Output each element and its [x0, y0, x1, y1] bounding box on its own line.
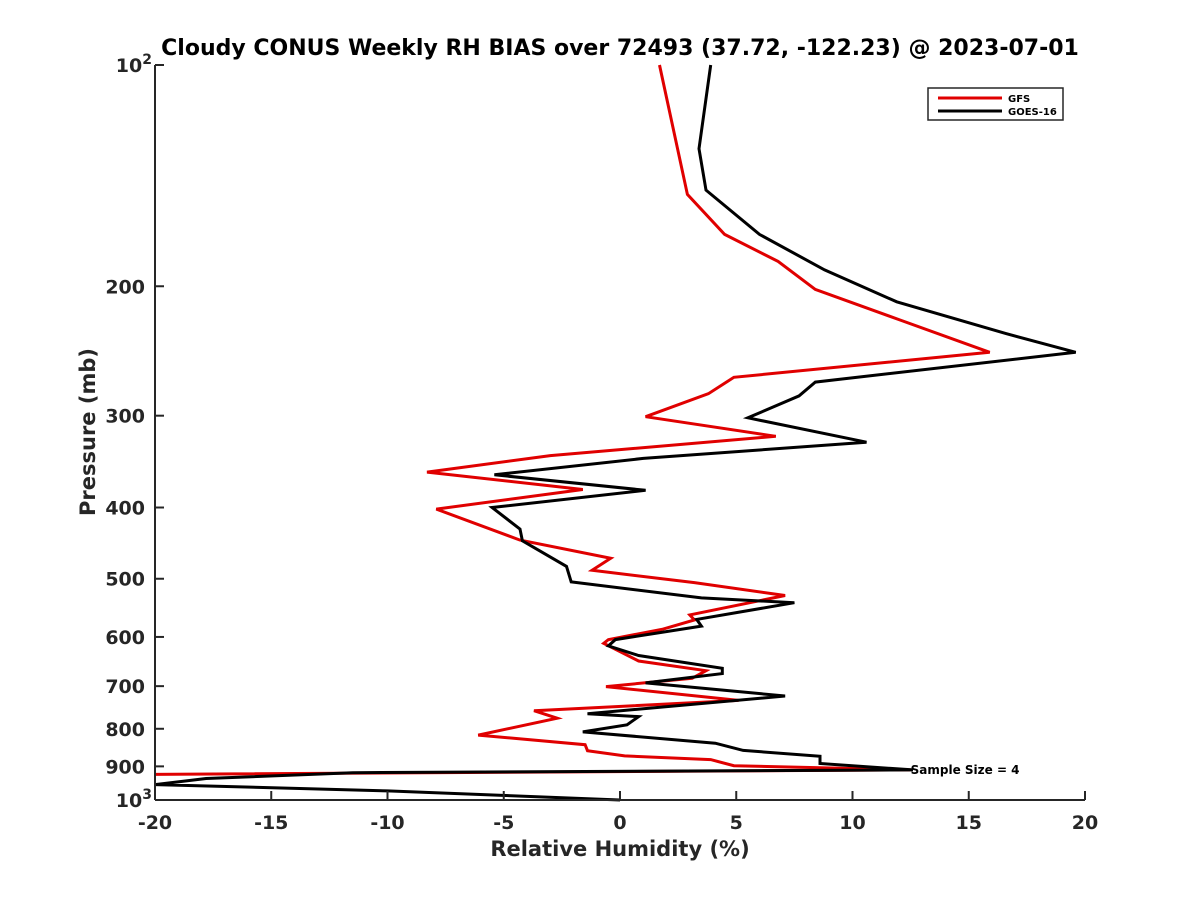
legend-box	[927, 87, 1064, 121]
sample-size-annotation: Sample Size = 4	[911, 763, 1020, 777]
legend-label: GFS	[1008, 94, 1030, 105]
y-tick-label: 500	[105, 569, 145, 591]
x-tick-label: 15	[956, 812, 982, 834]
x-ticks: -20 -15 -10 -5 0 5 10 15 20	[138, 791, 1098, 834]
chart-title: Cloudy CONUS Weekly RH BIAS over 72493 (…	[161, 36, 1079, 61]
y-tick-label: 600	[105, 627, 145, 649]
series-line-gfs	[154, 64, 991, 776]
annotations: Sample Size = 4	[911, 763, 1020, 777]
series-layer	[154, 64, 1077, 802]
x-tick-label: 0	[613, 812, 626, 834]
y-tick-label: 900	[105, 756, 145, 778]
x-axis-label: Relative Humidity (%)	[490, 837, 749, 861]
x-tick-label: 5	[730, 812, 743, 834]
y-axis-label: Pressure (mb)	[76, 348, 100, 516]
y-tick-label: 300	[105, 406, 145, 428]
y-tick-label: 200	[105, 276, 145, 298]
x-tick-label: 20	[1072, 812, 1098, 834]
x-tick-label: -10	[370, 812, 404, 834]
y-tick-label: 800	[105, 719, 145, 741]
legend: GFS GOES-16	[927, 87, 1064, 121]
x-tick-label: -5	[493, 812, 514, 834]
series-line-goes-16	[154, 64, 1077, 802]
y-tick-label: 103	[116, 787, 152, 812]
x-tick-label: -15	[254, 812, 288, 834]
legend-label: GOES-16	[1008, 107, 1057, 118]
y-tick-label: 700	[105, 676, 145, 698]
y-tick-label: 102	[116, 52, 152, 77]
x-tick-label: -20	[138, 812, 172, 834]
y-tick-label: 400	[105, 498, 145, 520]
y-ticks: 102 200 300 400 500 600 700 800 900 103	[105, 52, 164, 812]
x-tick-label: 10	[839, 812, 865, 834]
